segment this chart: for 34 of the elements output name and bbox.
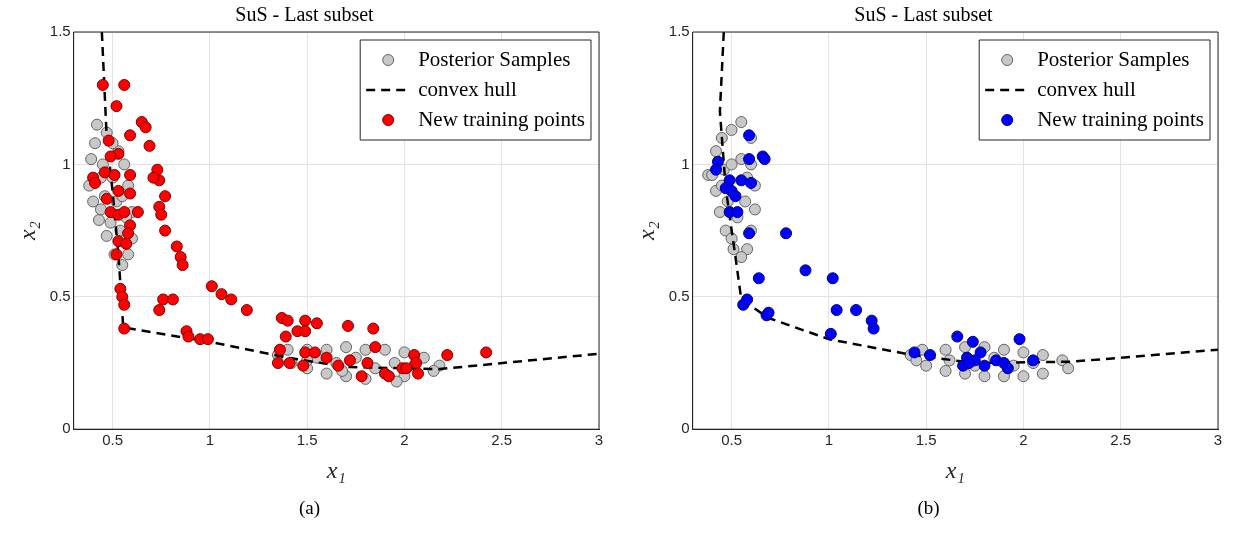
y-tick-label: 0 <box>681 419 690 437</box>
y-tick-label: 0 <box>62 419 71 437</box>
y-tick-label: 0.5 <box>49 286 71 304</box>
legend-label: New training points <box>418 106 585 131</box>
x-tick-label: 3 <box>1213 431 1223 449</box>
x-tick-label: 1 <box>824 431 834 449</box>
x-axis-title: x₁ <box>325 456 346 483</box>
y-tick-label: 1.5 <box>668 22 690 40</box>
x-tick-label: 1 <box>205 431 215 449</box>
x-tick-label: 0.5 <box>102 431 123 449</box>
x-tick-label: 2.5 <box>1110 431 1132 449</box>
y-axis-title: x₂ <box>632 221 659 242</box>
legend-label: convex hull <box>418 76 517 101</box>
y-tick-label: 1.5 <box>49 22 71 40</box>
legend-label: Posterior Samples <box>1037 46 1190 71</box>
x-tick-label: 1.5 <box>915 431 937 449</box>
y-axis-title: x₂ <box>13 221 40 242</box>
legend-label: New training points <box>1037 106 1204 131</box>
y-tick-label: 1 <box>681 154 690 172</box>
x-tick-label: 2 <box>1019 431 1028 449</box>
chart-title: SuS - Last subset <box>235 3 375 26</box>
x-tick-label: 2.5 <box>491 431 513 449</box>
x-axis-title: x₁ <box>944 456 965 483</box>
text: (a) <box>297 496 322 520</box>
x-tick-label: 3 <box>594 431 604 449</box>
text: (b) <box>916 496 941 520</box>
legend-label: Posterior Samples <box>418 46 571 71</box>
y-tick-label: 1 <box>62 154 71 172</box>
y-tick-label: 0.5 <box>668 286 690 304</box>
x-tick-label: 2 <box>400 431 409 449</box>
legend-label: convex hull <box>1037 76 1136 101</box>
chart-title: SuS - Last subset <box>854 3 994 26</box>
x-tick-label: 1.5 <box>296 431 318 449</box>
x-tick-label: 0.5 <box>721 431 742 449</box>
